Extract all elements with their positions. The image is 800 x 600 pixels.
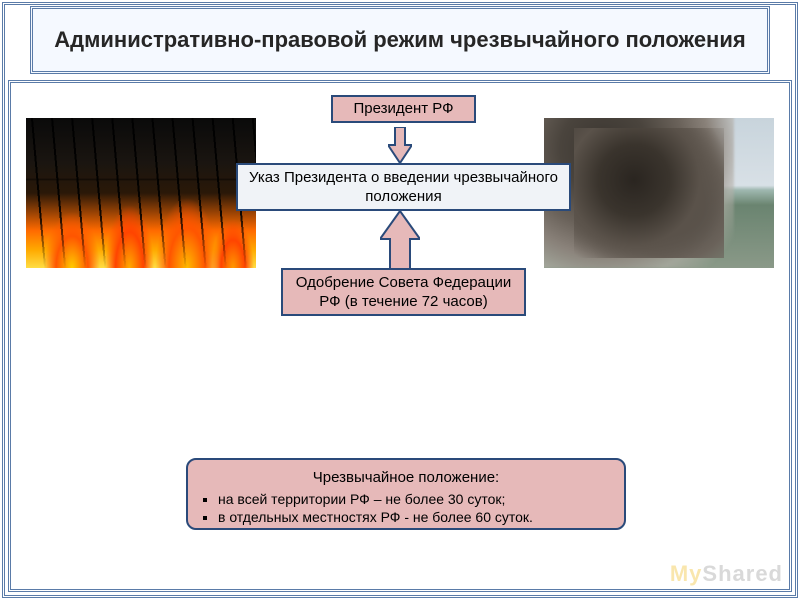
box-approval: Одобрение Совета Федерации РФ (в течение… [281,268,526,316]
watermark-suffix: Shared [702,561,783,586]
box-decree-label: Указ Президента о введении чрезвычайного… [248,168,559,207]
arrow-up-icon [380,211,420,269]
arrow-down-icon [388,127,412,163]
slide-title-box: Административно-правовой режим чрезвычай… [30,6,770,74]
summary-list: на всей территории РФ – не более 30 суто… [202,490,610,528]
box-president: Президент РФ [331,95,476,123]
image-fire [26,118,256,268]
image-smoke [544,118,774,268]
content-frame: Президент РФ Указ Президента о введении … [8,80,792,592]
box-president-label: Президент РФ [353,99,453,119]
summary-heading: Чрезвычайное положение: [202,468,610,488]
watermark: MyShared [670,561,783,587]
watermark-prefix: My [670,561,703,586]
box-summary: Чрезвычайное положение: на всей территор… [186,458,626,530]
list-item: в отдельных местностях РФ - не более 60 … [218,508,610,527]
box-approval-label: Одобрение Совета Федерации РФ (в течение… [293,273,514,312]
list-item: на всей территории РФ – не более 30 суто… [218,490,610,509]
slide-title: Административно-правовой режим чрезвычай… [54,26,745,54]
box-decree: Указ Президента о введении чрезвычайного… [236,163,571,211]
